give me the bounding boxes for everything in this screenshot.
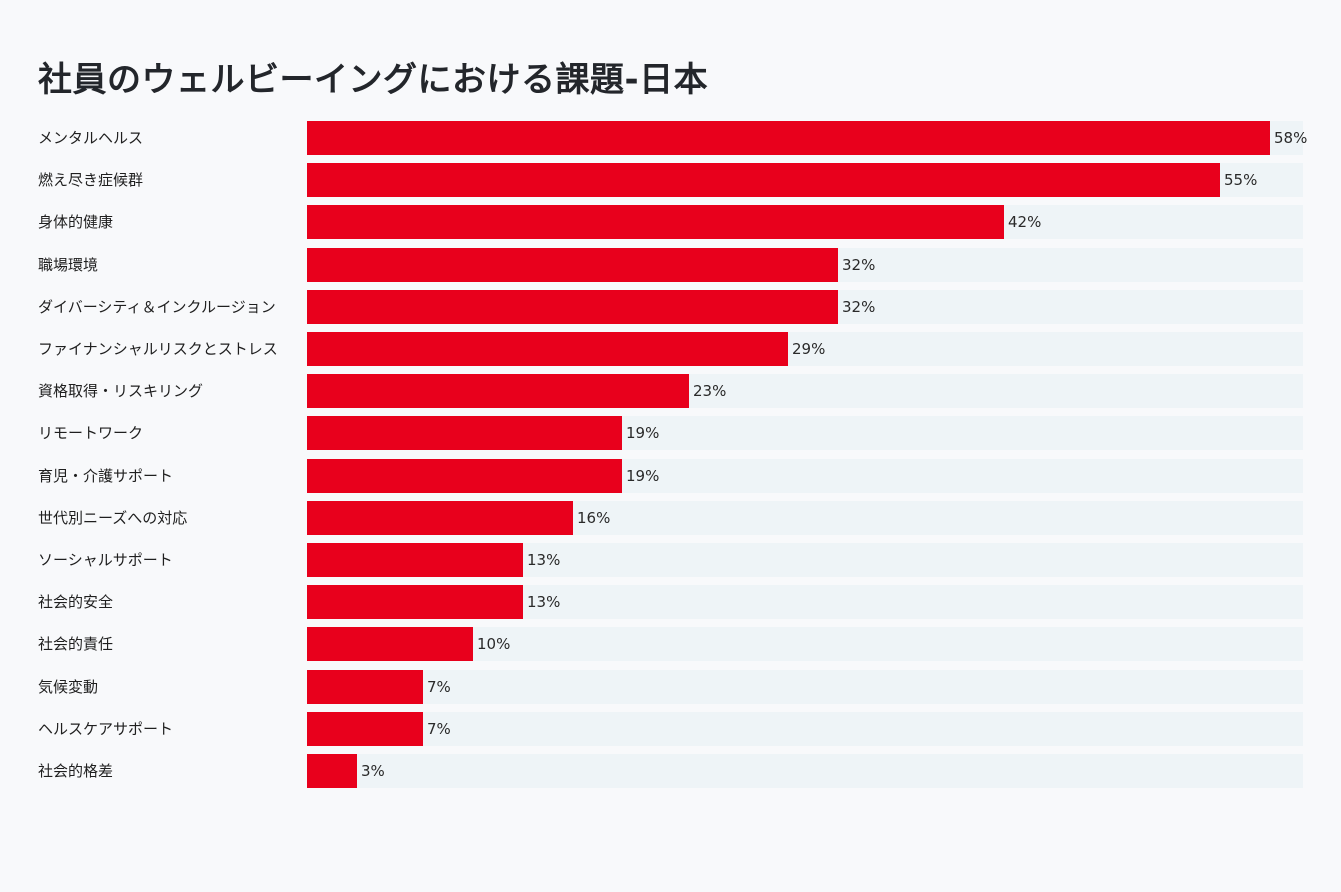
category-label: 資格取得・リスキリング xyxy=(38,382,204,401)
value-label: 7% xyxy=(427,677,451,696)
value-label: 23% xyxy=(693,382,727,401)
category-label: 社会的格差 xyxy=(38,762,114,780)
bar-row: 職場環境 32% xyxy=(0,247,1341,282)
bar-track xyxy=(307,711,1303,746)
bar-row: ヘルスケアサポート 7% xyxy=(0,711,1341,746)
bar-track xyxy=(307,669,1303,704)
bar-row: 社会的責任 10% xyxy=(0,627,1341,662)
category-label: 職場環境 xyxy=(38,255,99,274)
value-label: 19% xyxy=(626,466,660,485)
value-label: 13% xyxy=(527,551,561,569)
value-label: 3% xyxy=(361,762,385,780)
bar xyxy=(307,458,622,493)
value-label: 19% xyxy=(626,424,660,443)
value-label: 13% xyxy=(527,593,561,612)
bar xyxy=(307,121,1270,155)
bar xyxy=(307,754,357,788)
value-label: 32% xyxy=(842,255,876,274)
bar xyxy=(307,374,689,409)
bar-row: 社会的安全 13% xyxy=(0,585,1341,620)
category-label: 燃え尽き症候群 xyxy=(38,171,144,190)
value-label: 7% xyxy=(427,719,451,738)
value-label: 55% xyxy=(1224,171,1258,190)
bar xyxy=(307,627,473,662)
chart-title: 社員のウェルビーイングにおける課題-日本 xyxy=(38,60,709,100)
bar xyxy=(307,711,423,746)
value-label: 42% xyxy=(1008,213,1042,232)
value-label: 32% xyxy=(842,297,876,316)
bar-row: 気候変動 7% xyxy=(0,669,1341,704)
bar xyxy=(307,500,573,535)
category-label: ダイバーシティ＆インクルージョン xyxy=(38,297,276,316)
bar-row: 育児・介護サポート 19% xyxy=(0,458,1341,493)
category-label: ソーシャルサポート xyxy=(38,551,173,569)
value-label: 10% xyxy=(477,635,511,654)
category-label: 気候変動 xyxy=(38,677,99,696)
category-label: リモートワーク xyxy=(38,424,144,443)
category-label: 社会的責任 xyxy=(38,635,114,654)
bar xyxy=(307,332,788,366)
bar-row: 社会的格差 3% xyxy=(0,754,1341,788)
bar-row: 燃え尽き症候群 55% xyxy=(0,163,1341,198)
bar xyxy=(307,669,423,704)
category-label: 育児・介護サポート xyxy=(38,466,174,485)
bar xyxy=(307,163,1220,198)
bar-row: 世代別ニーズへの対応 16% xyxy=(0,500,1341,535)
bar xyxy=(307,416,622,451)
category-label: ヘルスケアサポート xyxy=(38,719,174,738)
bar xyxy=(307,205,1004,240)
bar-track xyxy=(307,754,1303,788)
category-label: 世代別ニーズへの対応 xyxy=(38,508,188,527)
bar-track xyxy=(307,627,1303,662)
bar xyxy=(307,585,523,620)
bar-row: 資格取得・リスキリング 23% xyxy=(0,374,1341,409)
category-label: メンタルヘルス xyxy=(38,129,144,147)
bar xyxy=(307,289,838,324)
category-label: 社会的安全 xyxy=(38,593,114,612)
category-label: ファイナンシャルリスクとストレス xyxy=(38,340,278,358)
bar-row: ダイバーシティ＆インクルージョン 32% xyxy=(0,289,1341,324)
bar-row: メンタルヘルス 58% xyxy=(0,121,1341,155)
value-label: 16% xyxy=(577,508,611,527)
bar xyxy=(307,247,838,282)
bar-row: ファイナンシャルリスクとストレス 29% xyxy=(0,332,1341,366)
category-label: 身体的健康 xyxy=(38,213,114,232)
bar-row: 身体的健康 42% xyxy=(0,205,1341,240)
value-label: 58% xyxy=(1274,129,1308,147)
bar-row: ソーシャルサポート 13% xyxy=(0,543,1341,577)
bar-row: リモートワーク 19% xyxy=(0,416,1341,451)
bar xyxy=(307,543,523,577)
value-label: 29% xyxy=(792,340,826,358)
